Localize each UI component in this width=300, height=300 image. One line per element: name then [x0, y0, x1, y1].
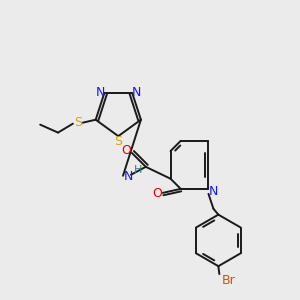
Text: N: N	[123, 170, 133, 183]
Text: H: H	[134, 165, 142, 175]
Text: Br: Br	[221, 274, 235, 286]
Text: N: N	[209, 185, 218, 198]
Text: N: N	[96, 85, 105, 99]
Text: O: O	[152, 187, 162, 200]
Text: S: S	[114, 135, 122, 148]
Text: S: S	[74, 116, 82, 129]
Text: N: N	[131, 85, 141, 99]
Text: O: O	[121, 143, 131, 157]
